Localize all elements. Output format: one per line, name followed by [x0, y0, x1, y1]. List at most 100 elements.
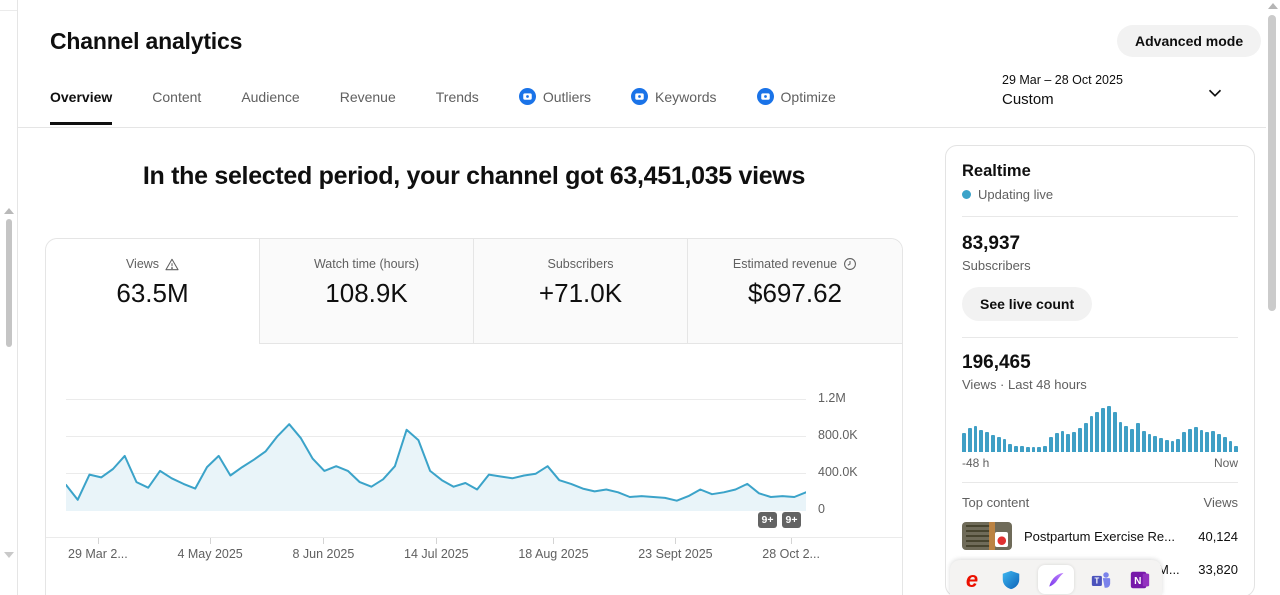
adobe-express-icon[interactable]: e [965, 566, 979, 592]
windows-security-shield-icon[interactable] [999, 568, 1023, 592]
x-tick-label: 14 Jul 2025 [404, 538, 469, 561]
realtime-bar [1205, 431, 1210, 452]
teams-icon[interactable]: T [1089, 568, 1113, 592]
video-views: 33,820 [1198, 562, 1238, 577]
realtime-bar [973, 425, 978, 452]
app-dock: e T N [950, 560, 1162, 595]
x-tick-label: 18 Aug 2025 [518, 538, 589, 561]
realtime-bar [1072, 431, 1076, 452]
realtime-bar [1188, 429, 1192, 452]
tab-optimize[interactable]: Optimize [756, 88, 836, 125]
top-content-row[interactable]: M... 33,820 [1158, 562, 1238, 577]
axis-right-label: Now [1213, 456, 1238, 470]
metric-tabs: Views 63.5M Watch time (hours) 108.9K Su… [46, 239, 902, 344]
realtime-status: Updating live [962, 187, 1238, 202]
realtime-bar [979, 429, 984, 452]
svg-text:T: T [1094, 576, 1099, 585]
realtime-bar [996, 436, 1001, 452]
realtime-bar [1060, 430, 1065, 452]
realtime-panel: Realtime Updating live 83,937 Subscriber… [945, 145, 1255, 595]
tab-revenue[interactable]: Revenue [339, 89, 396, 105]
axis-left-label: -48 h [962, 456, 990, 470]
x-axis: 29 Mar 2... 4 May 2025 8 Jun 2025 14 Jul… [46, 537, 902, 561]
tab-keywords[interactable]: Keywords [631, 88, 717, 125]
scroll-up-icon[interactable] [4, 208, 14, 214]
see-live-count-button[interactable]: See live count [962, 287, 1093, 321]
metric-views[interactable]: Views 63.5M [46, 239, 260, 344]
svg-text:N: N [1134, 576, 1141, 587]
metric-watch-time[interactable]: Watch time (hours) 108.9K [260, 239, 474, 344]
realtime-bar [1014, 445, 1018, 452]
divider [0, 10, 17, 11]
realtime-bar [1106, 406, 1111, 452]
tab-audience[interactable]: Audience [241, 89, 300, 105]
realtime-bar [1066, 433, 1071, 452]
tab-overview[interactable]: Overview [50, 89, 113, 125]
realtime-bar [1118, 421, 1123, 452]
collapsed-sidebar [0, 0, 18, 595]
feather-pen-icon[interactable] [1038, 565, 1074, 594]
metric-subscribers[interactable]: Subscribers +71.0K [474, 239, 688, 344]
y-tick-label: 400.0K [818, 465, 858, 479]
realtime-subscribers-count: 83,937 [962, 233, 1021, 254]
realtime-bar [1077, 428, 1082, 452]
video-count-badge[interactable]: 9+ [758, 512, 777, 528]
onenote-icon[interactable]: N [1128, 568, 1152, 592]
realtime-bar [1031, 447, 1036, 452]
realtime-views-label: Views · Last 48 hours [962, 377, 1087, 392]
realtime-bar [1182, 431, 1187, 452]
chevron-down-icon[interactable] [1204, 82, 1226, 104]
date-range-label: 29 Mar – 28 Oct 2025 [1002, 73, 1123, 87]
realtime-bar [1043, 446, 1047, 452]
realtime-subscribers-label: Subscribers [962, 258, 1031, 273]
scroll-up-icon[interactable] [1268, 3, 1278, 9]
divider [962, 216, 1238, 217]
warning-icon [165, 258, 179, 270]
realtime-bar [1176, 439, 1181, 452]
blue-sparkle-icon [756, 88, 774, 105]
analytics-tabs: Overview Content Audience Revenue Trends… [50, 88, 836, 125]
advanced-mode-button[interactable]: Advanced mode [1117, 25, 1262, 57]
date-picker-mode[interactable]: Custom [1002, 91, 1054, 108]
scroll-down-icon[interactable] [4, 552, 14, 558]
realtime-bar [1008, 443, 1013, 452]
realtime-bar [1025, 446, 1030, 452]
video-thumbnail [962, 522, 1012, 550]
realtime-bar [1002, 439, 1007, 452]
realtime-bar [1159, 438, 1163, 452]
page-scrollbar[interactable] [1265, 0, 1280, 595]
x-tick-label: 4 May 2025 [177, 538, 243, 561]
blue-sparkle-icon [518, 88, 536, 105]
sidebar-scrollbar-thumb[interactable] [6, 219, 12, 347]
video-count-badge[interactable]: 9+ [782, 512, 801, 528]
header-divider [18, 127, 1266, 128]
tab-outliers[interactable]: Outliers [518, 88, 591, 125]
realtime-bar [1164, 440, 1169, 452]
tab-trends[interactable]: Trends [435, 89, 479, 105]
divider [962, 482, 1238, 483]
realtime-bar [1089, 416, 1094, 452]
metric-revenue[interactable]: Estimated revenue $697.62 [688, 239, 902, 344]
x-tick-label: 29 Mar 2... [68, 538, 128, 561]
realtime-bar [1141, 430, 1146, 452]
clock-icon [844, 258, 857, 270]
live-dot-icon [962, 190, 971, 199]
top-content-row[interactable]: Postpartum Exercise Re... 40,124 [962, 522, 1238, 550]
realtime-bar [1147, 433, 1152, 452]
tab-content[interactable]: Content [152, 89, 202, 105]
realtime-bar [990, 434, 995, 452]
realtime-bar [1037, 446, 1042, 452]
views-area-chart [66, 399, 806, 511]
video-title: M... [1158, 562, 1180, 577]
y-tick-label: 800.0K [818, 428, 858, 442]
video-event-badges: 9+ 9+ [758, 512, 801, 528]
realtime-bar-chart [962, 406, 1239, 452]
realtime-bar [1048, 437, 1053, 452]
realtime-bar [1095, 411, 1100, 452]
realtime-bar [1019, 446, 1024, 452]
realtime-bar [1228, 440, 1233, 452]
realtime-bar [1124, 426, 1129, 452]
y-tick-label: 0 [818, 502, 825, 516]
x-tick-label: 28 Oct 2... [762, 538, 820, 561]
page-scrollbar-thumb[interactable] [1268, 15, 1276, 311]
